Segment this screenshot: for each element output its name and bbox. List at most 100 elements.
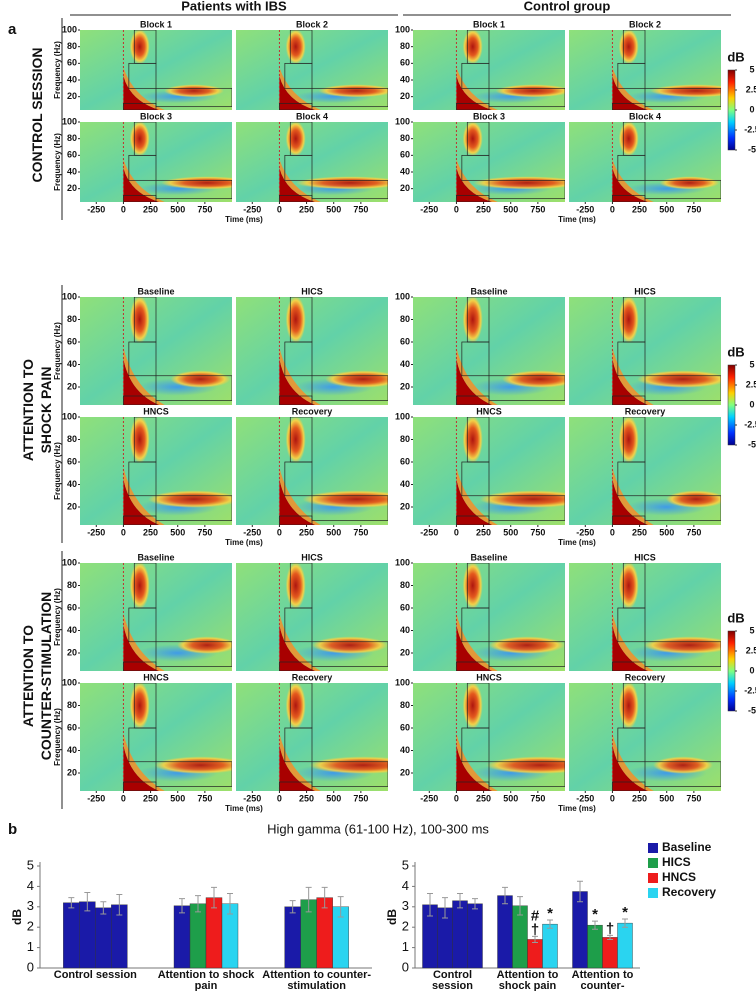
error-bar xyxy=(289,900,296,914)
category-label-text: Control session xyxy=(432,970,473,991)
y-tick-label: 40 xyxy=(400,359,410,369)
y-tick-label: 20 xyxy=(67,767,77,777)
x-tick-label: 0 xyxy=(121,793,126,803)
roi-box xyxy=(123,515,157,525)
roi-box xyxy=(155,761,232,787)
y-axis-label: Frequency (Hz) xyxy=(53,41,62,99)
heatmap-hot xyxy=(612,624,649,671)
heatmap-warm xyxy=(612,67,654,110)
bar xyxy=(95,907,112,969)
x-tick-label: -250 xyxy=(420,793,438,803)
x-tick-label: 500 xyxy=(170,204,185,214)
roi-box xyxy=(128,461,157,497)
heatmap-hot xyxy=(479,490,565,508)
x-tick-label: 500 xyxy=(503,527,518,537)
colorbar xyxy=(727,364,736,446)
heatmap-hot xyxy=(486,756,565,774)
x-tick-label: 250 xyxy=(299,527,314,537)
y-tick-label: 60 xyxy=(67,456,77,466)
x-tick-label: 750 xyxy=(197,204,212,214)
colorbar-tick-label: 5 xyxy=(749,64,754,74)
heatmap xyxy=(80,683,232,791)
x-tick-label: -250 xyxy=(87,793,105,803)
x-tick-label: -250 xyxy=(576,527,594,537)
colorbar-tick-label: 2.5 xyxy=(746,379,756,389)
heatmap-warm xyxy=(279,467,321,525)
panel-label: a xyxy=(8,21,17,38)
column-header: Control group xyxy=(524,0,611,13)
y-tick-label: 100 xyxy=(62,291,77,301)
x-tick-label: -250 xyxy=(576,204,594,214)
heatmap-hot xyxy=(129,417,150,464)
roi-box xyxy=(128,154,157,181)
heatmap-hot xyxy=(285,683,306,730)
heatmap-warm xyxy=(123,733,165,791)
roi-box xyxy=(644,87,721,108)
x-tick-label: 500 xyxy=(659,527,674,537)
heatmap xyxy=(80,563,232,671)
x-tick-label: 250 xyxy=(632,793,647,803)
x-axis-label: Time (ms) xyxy=(558,804,596,813)
heatmap-hot xyxy=(285,563,306,610)
significance-mark: † xyxy=(531,921,539,938)
y-tick-label: 3 xyxy=(402,898,409,913)
heatmap xyxy=(80,30,232,110)
y-tick-label: 80 xyxy=(400,314,410,324)
legend-label: HNCS xyxy=(662,870,696,884)
heatmap-hot xyxy=(502,370,565,388)
roi-box xyxy=(311,375,388,401)
y-tick-label: 5 xyxy=(402,857,409,872)
y-tick-label: 20 xyxy=(67,381,77,391)
y-tick-label: 80 xyxy=(67,434,77,444)
y-tick-label: 100 xyxy=(395,291,410,301)
error-bar xyxy=(472,898,478,910)
heatmap-warm xyxy=(279,613,321,671)
y-tick-label: 100 xyxy=(62,24,77,34)
x-tick-label: -250 xyxy=(576,793,594,803)
y-tick-label: 80 xyxy=(400,41,410,51)
x-tick-label: 750 xyxy=(530,793,545,803)
heatmap xyxy=(80,297,232,405)
heatmap xyxy=(413,683,565,791)
bar xyxy=(602,937,618,969)
roi-box xyxy=(123,102,157,110)
roi-box xyxy=(617,62,646,89)
error-bar xyxy=(227,893,233,915)
y-axis-label: dB xyxy=(10,909,24,925)
heatmap-hot xyxy=(637,370,721,388)
roi-box xyxy=(279,395,313,405)
condition-title: Block 1 xyxy=(140,19,172,29)
category-label-text: Attention to counter-stimulation xyxy=(262,970,372,991)
heatmap xyxy=(80,417,232,525)
roi-box xyxy=(461,727,490,763)
y-tick-label: 3 xyxy=(27,898,34,913)
category-label: Attention to counter-stimulation xyxy=(262,970,372,991)
heatmap-hot xyxy=(462,417,483,464)
bar xyxy=(617,922,633,969)
y-tick-label: 80 xyxy=(400,580,410,590)
condition-title: Block 3 xyxy=(140,111,172,121)
roi-box xyxy=(123,781,157,791)
heatmap xyxy=(236,563,388,671)
roi-box xyxy=(456,395,490,405)
heatmap-hot xyxy=(161,176,232,190)
error-bar xyxy=(502,886,508,905)
x-tick-label: -250 xyxy=(243,204,261,214)
y-tick-label: 100 xyxy=(395,116,410,126)
heatmap-hot xyxy=(462,683,483,730)
error-bar xyxy=(68,897,75,909)
condition-title: Recovery xyxy=(292,406,333,416)
heatmap-hot xyxy=(489,636,565,654)
heatmap xyxy=(413,122,565,202)
roi-box xyxy=(155,375,232,401)
y-tick-label: 80 xyxy=(67,41,77,51)
heatmap-warm xyxy=(123,613,165,671)
x-tick-label: 750 xyxy=(530,204,545,214)
colorbar-tick-label: 0 xyxy=(749,104,754,114)
heatmap-warm xyxy=(456,159,498,202)
condition-title: Baseline xyxy=(137,552,174,562)
y-tick-label: 20 xyxy=(400,647,410,657)
x-tick-label: 0 xyxy=(610,204,615,214)
y-tick-label: 100 xyxy=(62,411,77,421)
heatmap-warm xyxy=(612,733,654,791)
